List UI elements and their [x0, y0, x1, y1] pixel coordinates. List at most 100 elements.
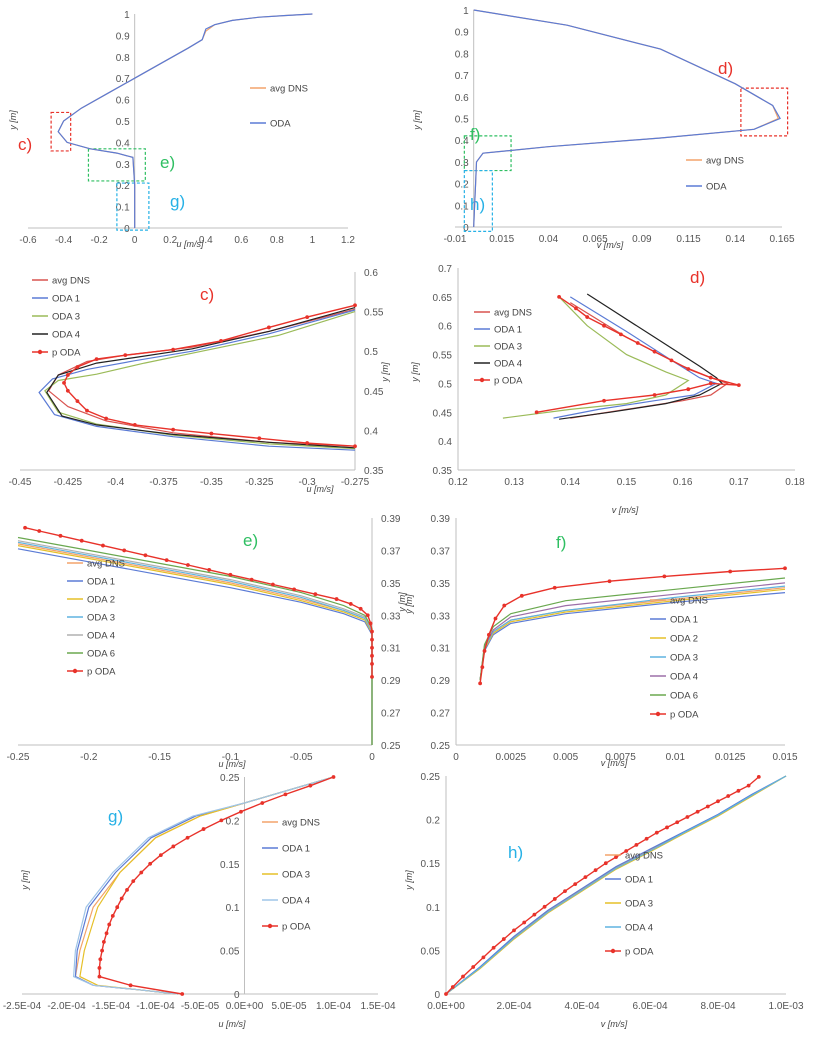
legend-label: avg DNS	[670, 596, 708, 607]
x-tick-label: 0	[369, 752, 375, 763]
x-tick-label: 0.015	[489, 234, 514, 245]
data-point	[603, 861, 608, 866]
legend-label: ODA 1	[282, 844, 310, 855]
y-tick-label: 0.05	[421, 946, 441, 957]
series-line	[445, 775, 787, 995]
legend-label: ODA 4	[52, 330, 80, 341]
legend-label: p ODA	[87, 667, 116, 678]
x-tick-label: -0.05	[290, 752, 313, 763]
data-point	[728, 569, 733, 574]
data-point	[122, 548, 127, 553]
y-tick-label: 0.1	[455, 201, 469, 212]
series-line	[502, 296, 690, 419]
x-tick-label: 0.09	[632, 234, 652, 245]
data-point	[115, 905, 120, 910]
chart-panel-8: 0.0E+00 2.0E-04 4.0E-04 6.0E-04 8.0E-04 1.0E-…	[404, 772, 804, 1029]
data-point	[209, 431, 214, 436]
x-axis-title: u [m/s]	[218, 759, 246, 769]
x-tick-label: -0.425	[54, 477, 83, 488]
panel-title: d)	[690, 268, 705, 287]
data-point	[783, 566, 787, 571]
legend-label: ODA	[706, 182, 727, 193]
x-tick-label: 0.14	[561, 477, 581, 488]
y-axis-title: y [m]	[380, 362, 390, 383]
data-point	[705, 804, 710, 809]
y-tick-label: 0.45	[364, 387, 384, 398]
data-point	[37, 529, 42, 533]
data-point	[94, 357, 99, 362]
data-point	[685, 815, 690, 819]
data-point	[370, 675, 374, 679]
x-tick-label: 0.0E+00	[427, 1001, 465, 1012]
data-point	[219, 339, 223, 343]
y-tick-label: 0.55	[364, 308, 384, 319]
legend-label: ODA 1	[670, 615, 698, 626]
data-point	[602, 323, 606, 328]
y-axis-title: y [m]	[404, 870, 414, 891]
legend-marker	[655, 711, 661, 717]
data-point	[635, 341, 640, 345]
x-tick-label: 8.0E-04	[700, 1001, 735, 1012]
data-point	[62, 380, 66, 385]
data-point	[502, 603, 507, 608]
data-point	[65, 388, 70, 393]
y-tick-label: 0.9	[116, 31, 130, 42]
x-axis-title: u [m/s]	[218, 1019, 246, 1029]
x-tick-label: -1.5E-04	[92, 1001, 131, 1012]
legend-label: avg DNS	[494, 308, 532, 319]
legend-label: ODA 4	[87, 631, 115, 642]
data-point	[634, 842, 639, 847]
y-tick-label: 0.35	[433, 466, 453, 477]
x-tick-label: -0.15	[148, 752, 171, 763]
y-tick-label: 0.39	[381, 514, 401, 525]
y-tick-label: 0.8	[455, 49, 469, 60]
data-point	[171, 347, 176, 352]
y-tick-label: 0.6	[438, 322, 452, 333]
y-tick-label: 0.9	[455, 28, 469, 39]
data-point	[125, 887, 129, 892]
x-tick-label: -2.0E-04	[47, 1001, 86, 1012]
zoom-box-label: g)	[170, 192, 185, 211]
y-tick-label: 0.25	[431, 741, 451, 752]
data-point	[171, 844, 176, 849]
data-point	[512, 928, 516, 933]
legend-label: ODA 3	[670, 653, 698, 664]
y-tick-label: 0.31	[431, 644, 451, 655]
data-point	[368, 621, 373, 626]
x-tick-label: 0.12	[448, 477, 468, 488]
data-point	[65, 373, 70, 377]
y-tick-label: 0.1	[226, 903, 240, 914]
data-point	[574, 306, 578, 311]
data-point	[652, 349, 657, 354]
y-tick-label: 0.25	[421, 772, 441, 783]
data-point	[614, 855, 618, 859]
data-point	[573, 882, 578, 887]
data-point	[552, 585, 557, 590]
legend-marker	[72, 668, 78, 674]
y-tick-label: 0.25	[381, 741, 401, 752]
zoom-box	[463, 169, 493, 232]
data-point	[148, 861, 153, 866]
y-tick-label: 0.8	[116, 53, 130, 64]
chart-panel-2: -0.01 0.015 0.04 0.065 0.09 0.115 0.14 0.165 0 0.…	[412, 6, 795, 250]
data-point	[292, 587, 297, 592]
legend-label: ODA 6	[670, 691, 698, 702]
zoom-box-label: c)	[18, 135, 32, 154]
data-point	[552, 897, 557, 901]
x-tick-label: -0.25	[7, 752, 30, 763]
data-point	[644, 836, 649, 841]
data-point	[305, 441, 310, 445]
series-line	[17, 541, 373, 745]
data-point	[128, 983, 133, 988]
x-tick-label: 0.18	[785, 477, 805, 488]
data-point	[542, 904, 547, 909]
data-point	[104, 931, 109, 936]
data-point	[471, 965, 476, 969]
x-tick-label: 1	[310, 235, 316, 246]
data-point	[100, 948, 104, 953]
x-tick-label: 1.0E-03	[768, 1001, 803, 1012]
x-tick-label: 1.5E-04	[360, 1001, 395, 1012]
y-tick-label: 0.27	[381, 709, 401, 720]
series-line	[445, 775, 787, 995]
